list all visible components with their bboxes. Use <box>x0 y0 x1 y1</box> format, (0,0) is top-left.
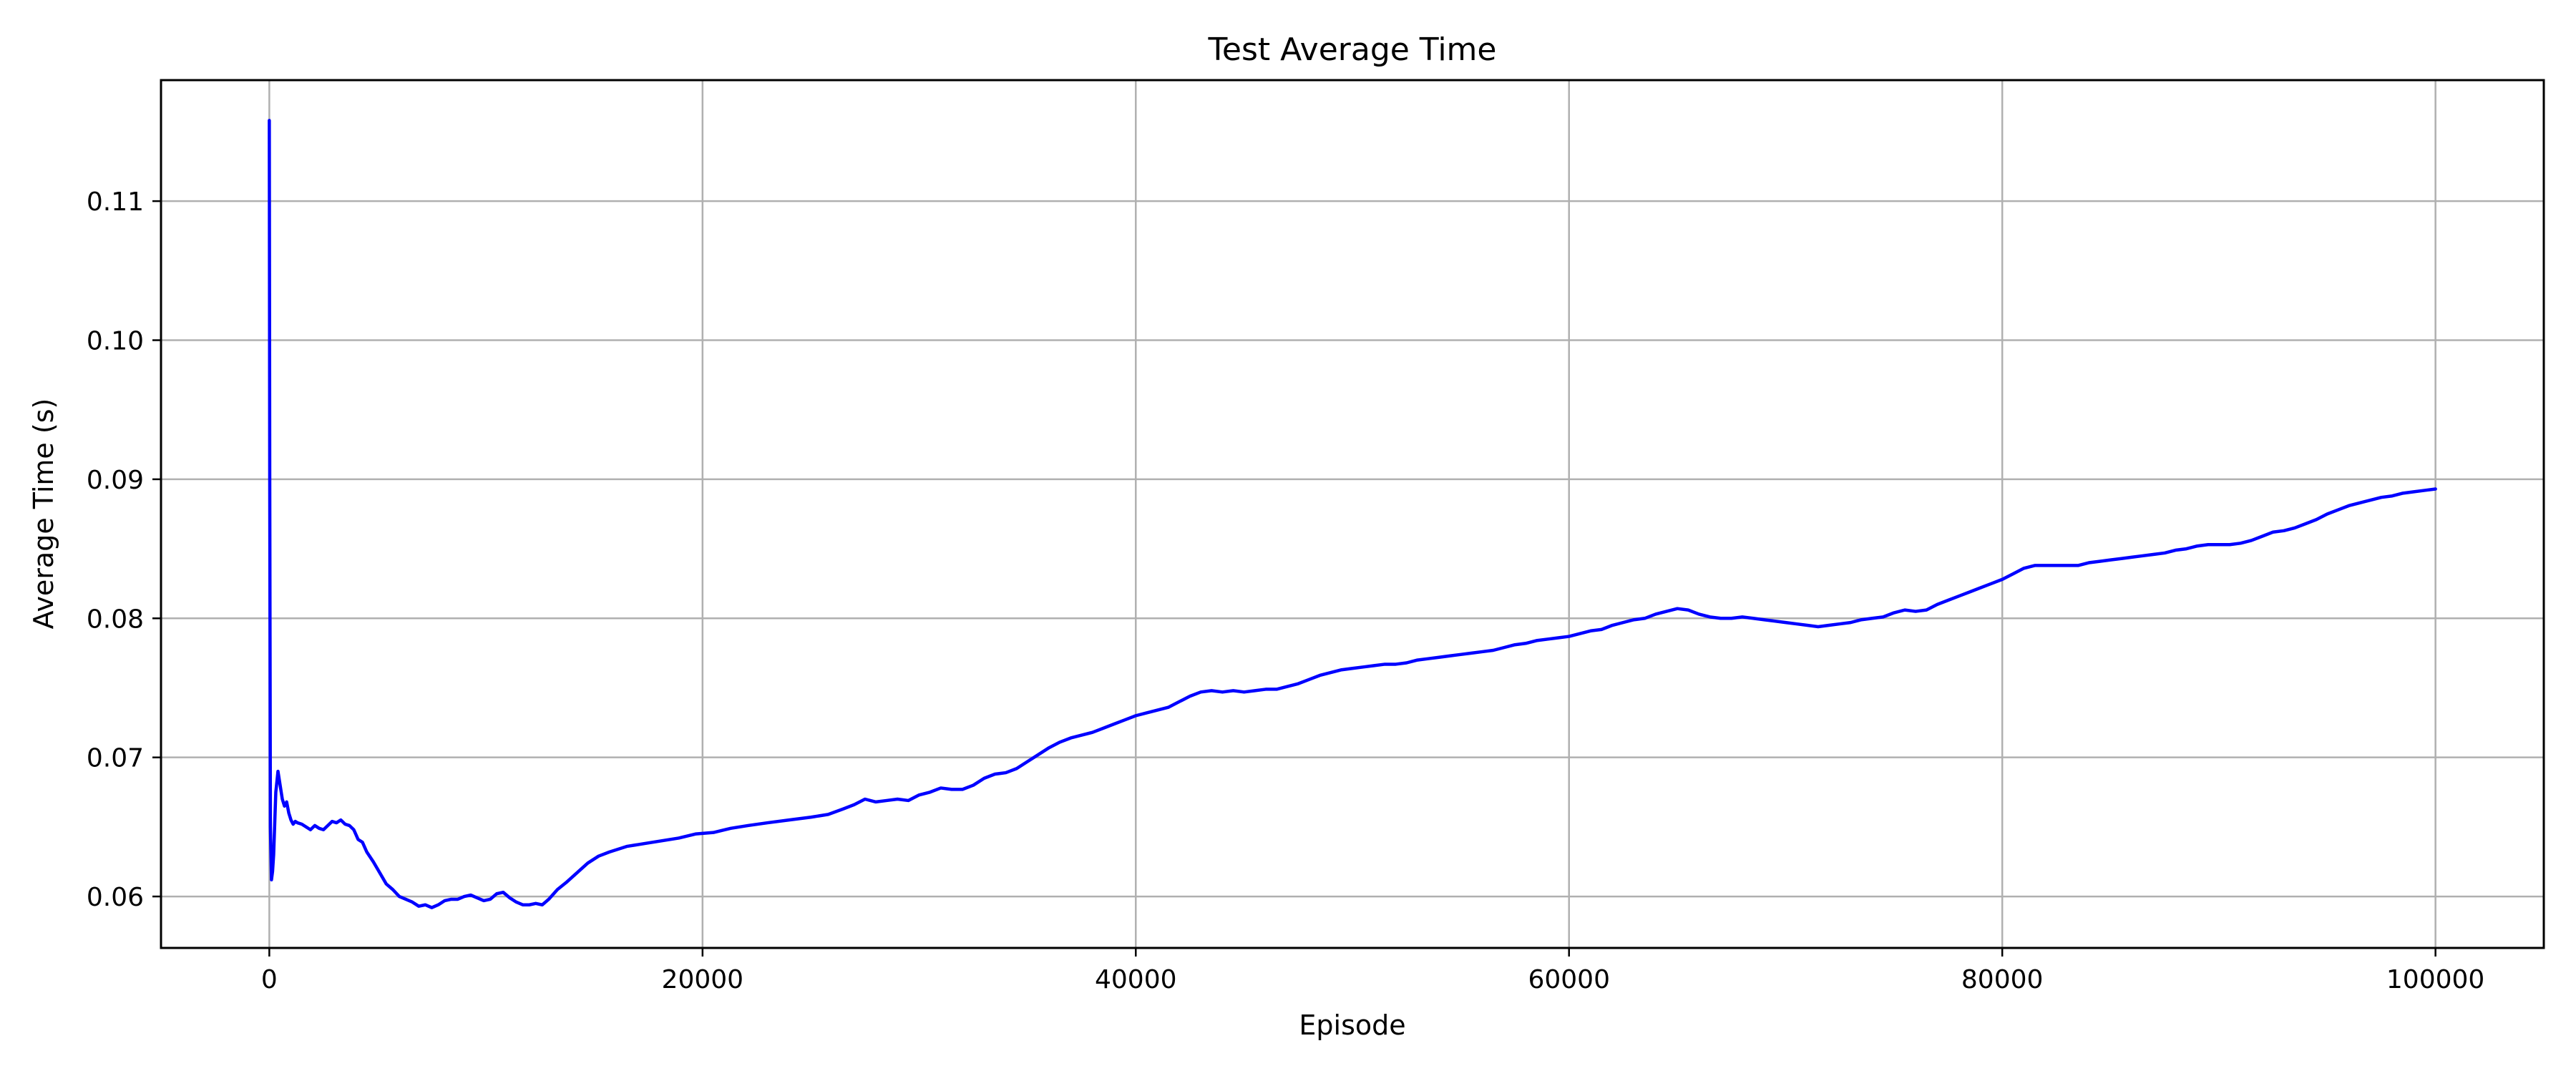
grid <box>161 80 2544 948</box>
x-tick-label: 60000 <box>1528 965 1610 994</box>
x-axis-ticks: 0 20000 40000 60000 80000 100000 <box>261 948 2484 994</box>
x-axis-label: Episode <box>1299 1009 1405 1041</box>
y-tick-label: 0.09 <box>87 466 144 495</box>
x-tick-label: 0 <box>261 965 278 994</box>
y-tick-label: 0.08 <box>87 605 144 634</box>
x-tick-label: 100000 <box>2386 965 2484 994</box>
series-layer <box>268 119 2437 909</box>
x-tick-label: 20000 <box>662 965 744 994</box>
y-tick-label: 0.10 <box>87 327 144 356</box>
x-tick-label: 80000 <box>1961 965 2044 994</box>
y-tick-label: 0.11 <box>87 187 144 217</box>
y-axis-label: Average Time (s) <box>28 398 59 630</box>
y-tick-label: 0.07 <box>87 744 144 773</box>
x-tick-label: 40000 <box>1095 965 1177 994</box>
series-line-0 <box>268 119 2437 909</box>
plot-area-frame <box>160 79 2545 949</box>
chart-title: Test Average Time <box>1208 31 1497 68</box>
y-tick-label: 0.06 <box>87 883 144 912</box>
y-axis-ticks: 0.06 0.07 0.08 0.09 0.10 0.11 <box>87 187 161 912</box>
